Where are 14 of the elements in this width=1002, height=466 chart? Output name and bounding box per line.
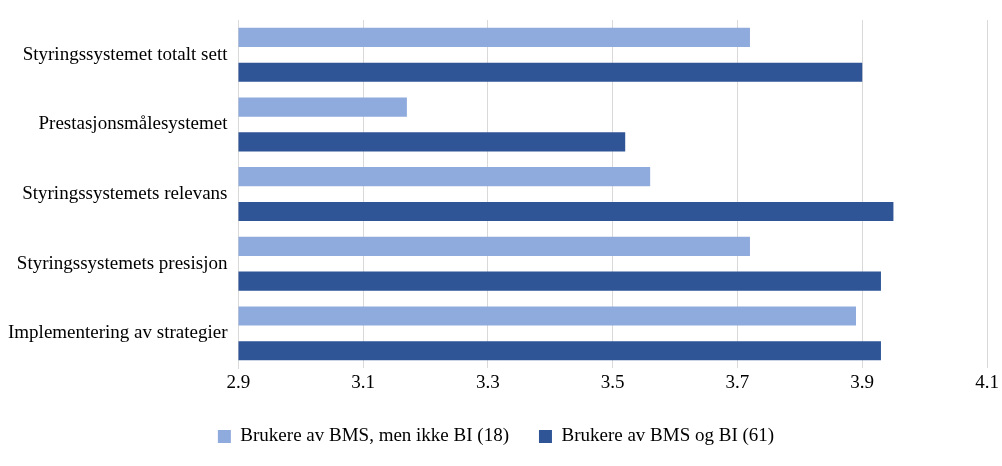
- x-tick-label: 3.5: [600, 370, 625, 392]
- y-tick-label: Styringssystemets presisjon: [16, 251, 228, 273]
- x-tick-label: 3.7: [725, 370, 750, 392]
- y-tick-label: Prestasjonsmålesystemet: [38, 112, 229, 134]
- y-tick-label: Implementering av strategier: [8, 321, 229, 343]
- legend-label: Brukere av BMS og BI (61): [561, 424, 775, 447]
- x-tick-label: 3.1: [351, 370, 376, 392]
- x-tick-label: 3.3: [476, 370, 500, 392]
- legend-label: Brukere av BMS, men ikke BI (18): [240, 424, 509, 447]
- x-tick-label: 4.1: [975, 370, 999, 392]
- x-tick-label: 2.9: [226, 370, 251, 392]
- x-tick-label: 3.9: [850, 370, 875, 392]
- y-tick-label: Styringssystemet totalt sett: [22, 42, 229, 64]
- y-tick-label: Styringssystemets relevans: [22, 182, 228, 204]
